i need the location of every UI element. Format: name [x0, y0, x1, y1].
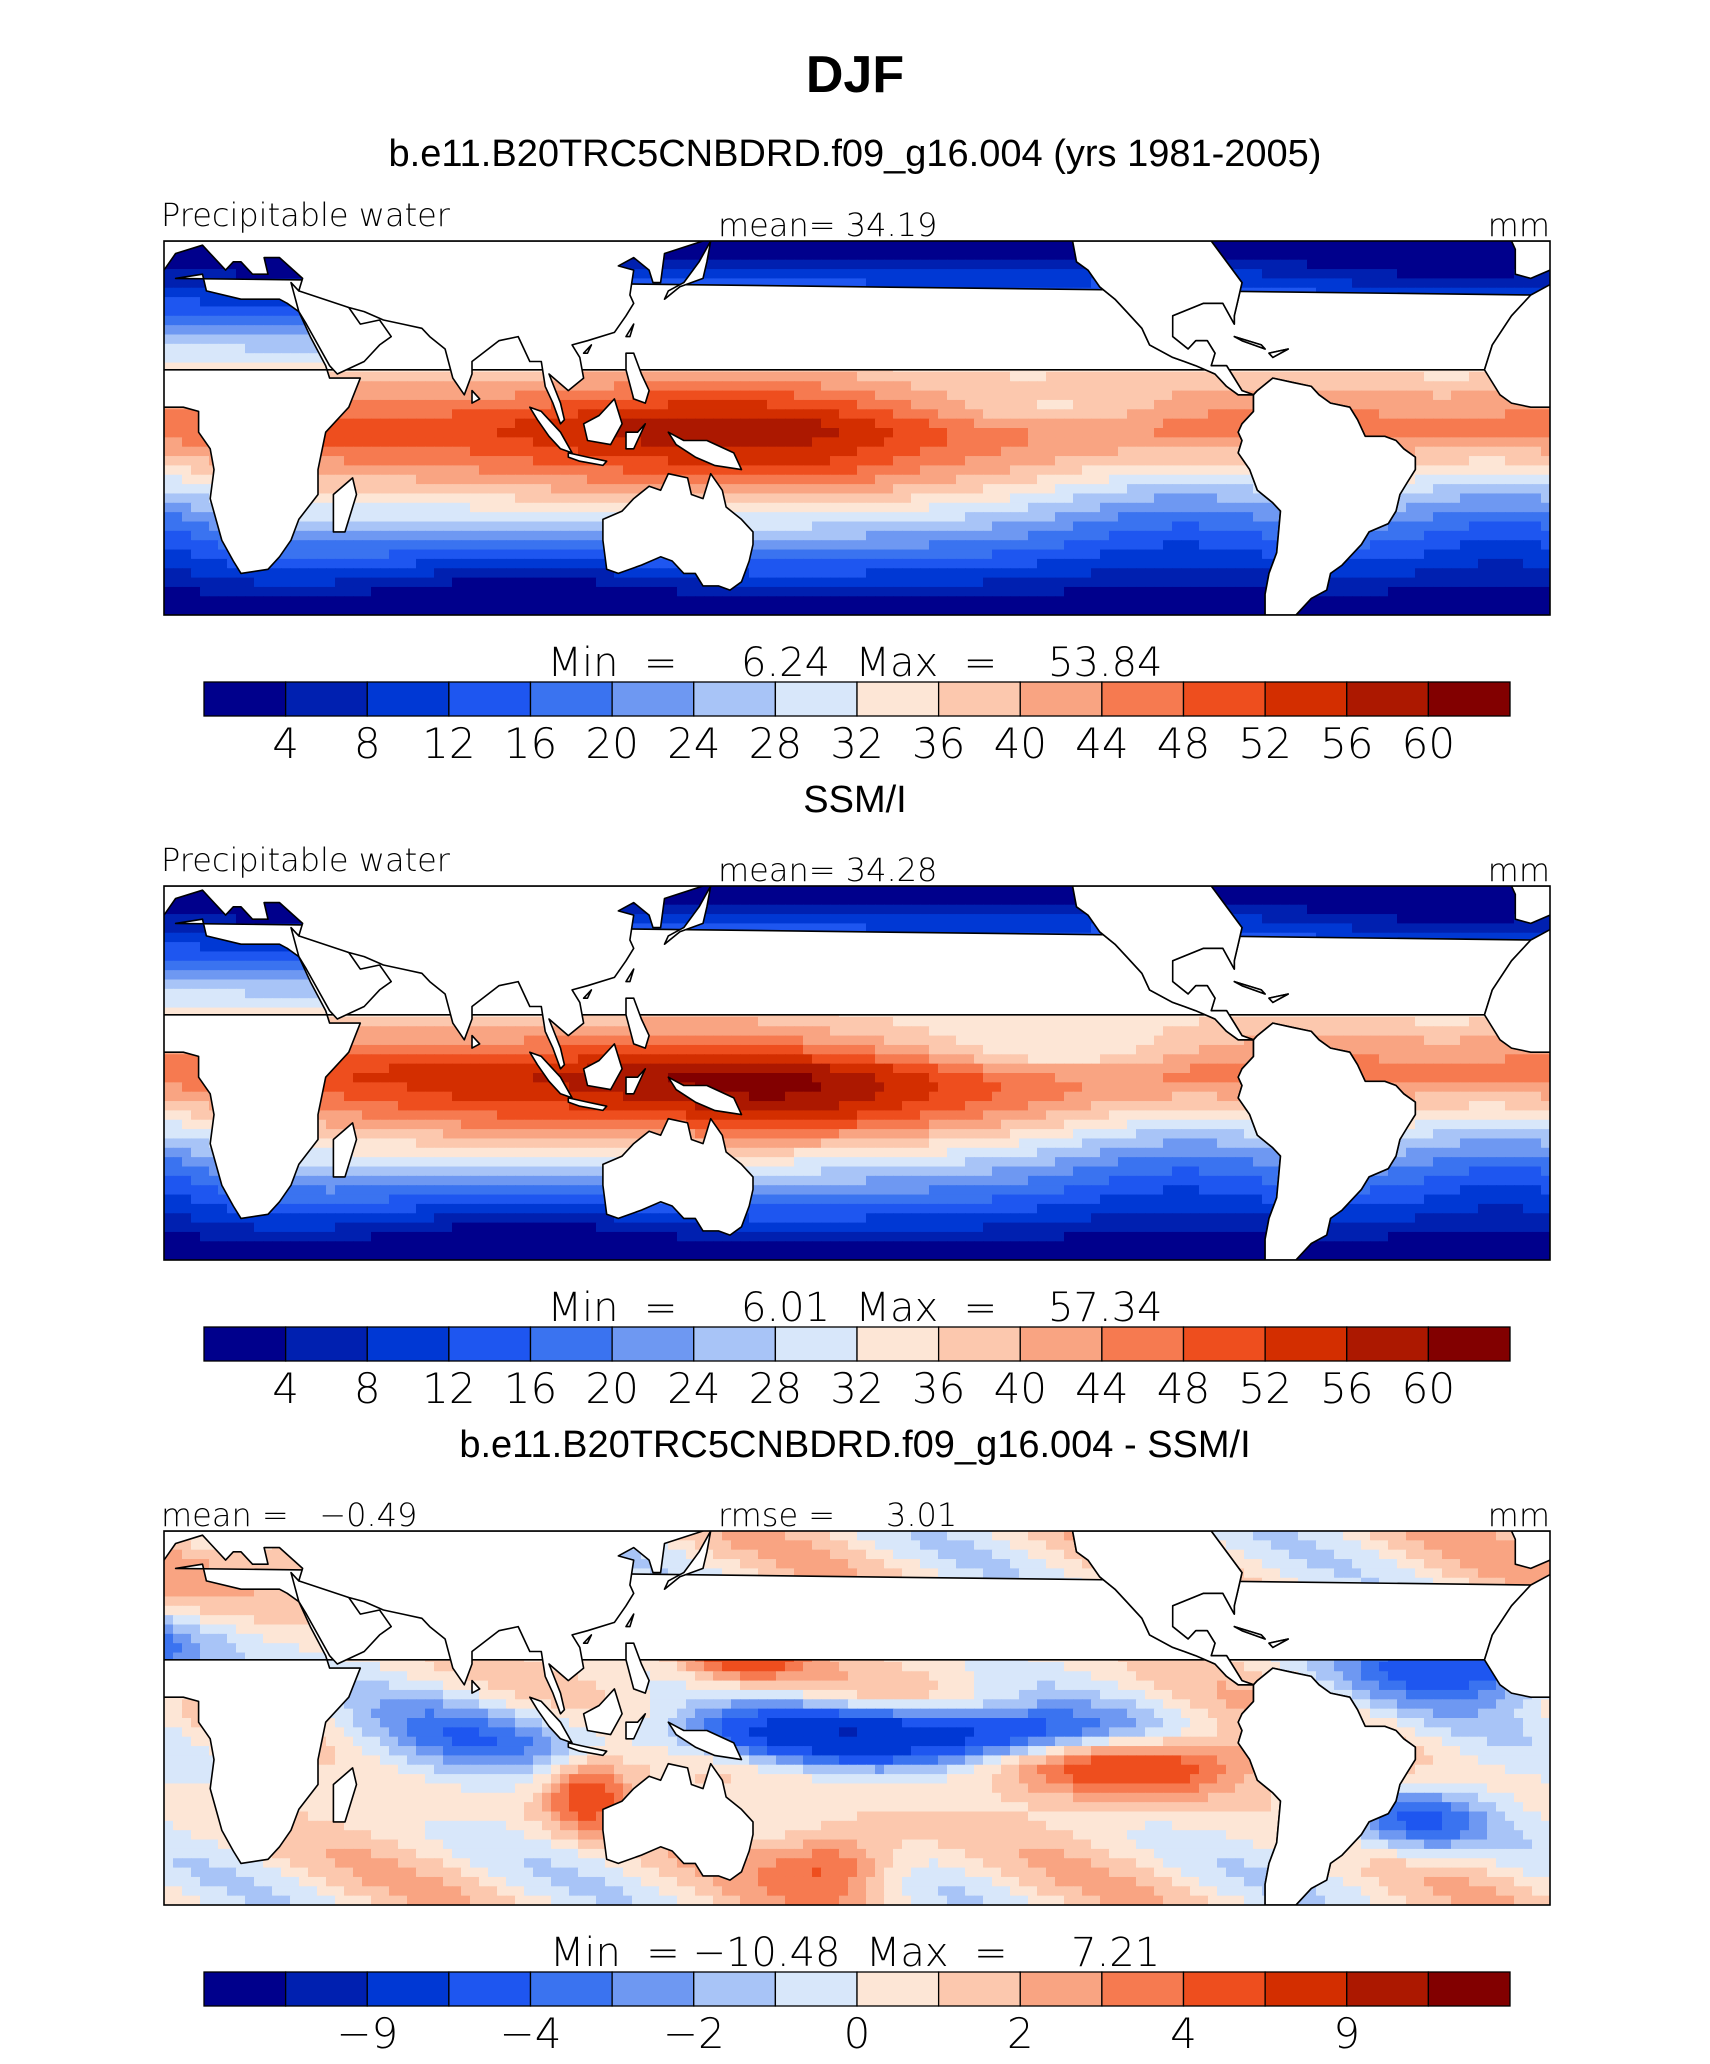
panel-obs-map — [163, 885, 1551, 1261]
panel-diff: b.e11.B20TRC5CNBDRD.f09_g16.004 - SSM/I … — [161, 1424, 1551, 2058]
panel-obs-min-max: Min = 6.01 Max = 57.34 — [548, 1285, 1163, 1331]
panel-obs: SSM/I Precipitable water mean= 34.28 mm … — [161, 779, 1551, 1413]
panel-model: b.e11.B20TRC5CNBDRD.f09_g16.004 (yrs 198… — [161, 133, 1551, 768]
panel-diff-colorbar: −9 −4 −2 0 2 4 9 — [203, 1971, 1511, 2058]
colorbar-tick-label: 52 — [1238, 1364, 1291, 1413]
colorbar-tick-label: 32 — [830, 1364, 883, 1413]
colorbar-tick-label: 20 — [585, 1364, 638, 1413]
panel-obs-variable-label: Precipitable water — [161, 841, 451, 879]
colorbar-tick-label: 24 — [667, 1364, 720, 1413]
figure-title: DJF — [806, 46, 904, 104]
colorbar-tick-label: 0 — [844, 2009, 871, 2058]
panel-diff-units-label: mm — [1488, 1496, 1550, 1534]
colorbar-tick-label: 28 — [749, 719, 802, 768]
colorbar-tick-label: 28 — [749, 1364, 802, 1413]
panel-model-mean-label: mean= 34.19 — [718, 206, 937, 244]
panel-model-subtitle: b.e11.B20TRC5CNBDRD.f09_g16.004 (yrs 198… — [389, 133, 1322, 175]
panel-diff-subtitle: b.e11.B20TRC5CNBDRD.f09_g16.004 - SSM/I — [459, 1424, 1250, 1466]
colorbar-tick-label: 4 — [272, 719, 299, 768]
panel-model-min-max: Min = 6.24 Max = 53.84 — [548, 640, 1163, 686]
panel-diff-map — [163, 1530, 1551, 1906]
panel-obs-units-label: mm — [1488, 851, 1550, 889]
panel-model-units-label: mm — [1488, 206, 1550, 244]
colorbar-tick-label: 20 — [585, 719, 638, 768]
colorbar-tick-label: 16 — [504, 1364, 557, 1413]
colorbar-tick-label: 44 — [1075, 719, 1128, 768]
colorbar-tick-label: 24 — [667, 719, 720, 768]
colorbar-tick-label: 48 — [1157, 1364, 1210, 1413]
colorbar-tick-label: −4 — [500, 2009, 562, 2058]
colorbar-tick-label: 48 — [1157, 719, 1210, 768]
colorbar-tick-label: 60 — [1402, 1364, 1455, 1413]
colorbar-tick-label: 52 — [1238, 719, 1291, 768]
colorbar-tick-label: 32 — [830, 719, 883, 768]
colorbar-tick-label: 36 — [912, 1364, 965, 1413]
panel-model-map — [163, 240, 1551, 616]
panel-obs-colorbar: 4 8 12 16 20 24 28 32 36 40 44 48 52 56 60 — [203, 1326, 1511, 1413]
colorbar-tick-label: 9 — [1333, 2009, 1360, 2058]
colorbar-tick-label: 8 — [354, 719, 381, 768]
panel-model-colorbar: 4 8 12 16 20 24 28 32 36 40 44 48 52 56 60 — [203, 681, 1511, 768]
colorbar-tick-label: 60 — [1402, 719, 1455, 768]
colorbar-tick-label: −9 — [336, 2009, 398, 2058]
colorbar-tick-label: 40 — [994, 1364, 1047, 1413]
colorbar-tick-label: 36 — [912, 719, 965, 768]
colorbar-tick-label: 12 — [422, 719, 475, 768]
colorbar-tick-label: −2 — [663, 2009, 725, 2058]
colorbar-tick-label: 56 — [1320, 1364, 1373, 1413]
colorbar-tick-label: 44 — [1075, 1364, 1128, 1413]
colorbar-tick-label: 2 — [1007, 2009, 1034, 2058]
panel-obs-mean-label: mean= 34.28 — [718, 851, 937, 889]
colorbar-tick-label: 8 — [354, 1364, 381, 1413]
colorbar-tick-label: 56 — [1320, 719, 1373, 768]
colorbar-tick-label: 16 — [504, 719, 557, 768]
panel-obs-subtitle: SSM/I — [803, 779, 906, 821]
panel-diff-min-max: Min = −10.48 Max = 7.21 — [550, 1930, 1160, 1976]
colorbar-tick-label: 12 — [422, 1364, 475, 1413]
colorbar-tick-label: 4 — [272, 1364, 299, 1413]
panel-diff-mean-label: mean = −0.49 — [161, 1496, 417, 1534]
colorbar-tick-label: 40 — [994, 719, 1047, 768]
panel-diff-rmse-label: rmse = 3.01 — [718, 1496, 957, 1534]
colorbar-tick-label: 4 — [1170, 2009, 1197, 2058]
panel-model-variable-label: Precipitable water — [161, 196, 451, 234]
